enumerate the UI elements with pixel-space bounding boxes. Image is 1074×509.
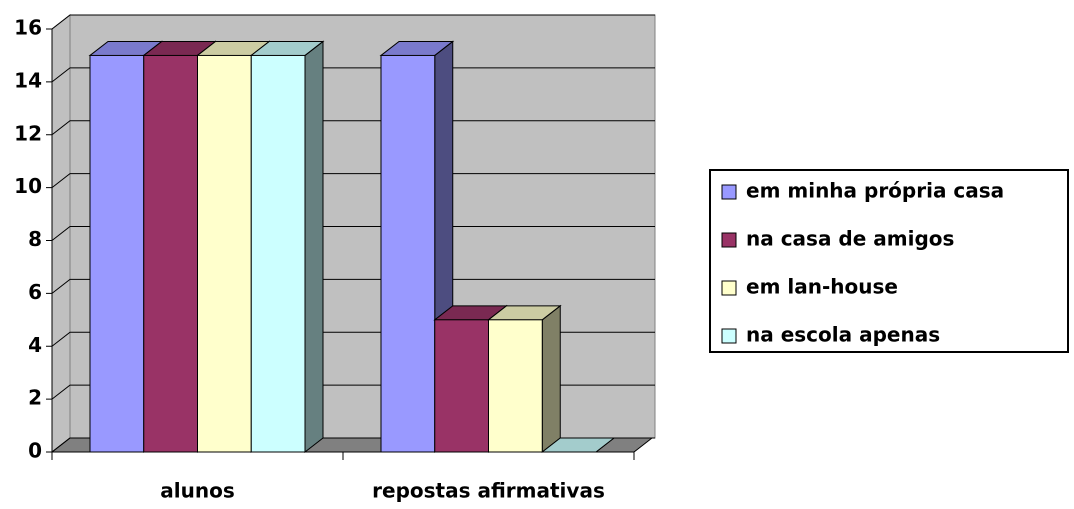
x-tick-label: alunos [160, 479, 234, 503]
legend-swatch [721, 280, 737, 296]
grid-line [51, 278, 655, 294]
y-tick-label: 16 [14, 16, 42, 40]
bar [143, 54, 198, 453]
legend-swatch [721, 184, 737, 200]
grid-line [51, 14, 655, 30]
y-tick-label: 12 [14, 121, 42, 145]
grid-line [51, 226, 655, 241]
legend-label: na escola apenas [746, 323, 940, 347]
legend-box [709, 169, 1069, 353]
legend-swatch [721, 232, 737, 248]
bar [250, 54, 306, 453]
y-tick-label: 0 [28, 439, 42, 463]
bar-side [541, 304, 561, 454]
grid-line [51, 67, 655, 83]
bar-side [304, 40, 324, 454]
x-tick-label: repostas afirmativas [372, 479, 605, 503]
grid-line [51, 173, 655, 189]
legend-label: em minha própria casa [746, 179, 1004, 203]
y-tick-label: 8 [28, 227, 42, 251]
y-tick-label: 10 [14, 174, 42, 198]
y-tick-label: 2 [28, 386, 42, 410]
bar [197, 54, 252, 453]
bar [434, 319, 489, 453]
bar [89, 54, 145, 453]
bar [488, 319, 543, 453]
y-tick-label: 14 [14, 68, 42, 92]
y-tick-label: 4 [28, 333, 42, 357]
grid-line [51, 120, 655, 136]
bar-top [540, 437, 616, 453]
legend-label: na casa de amigos [746, 227, 954, 251]
y-tick-label: 6 [28, 280, 42, 304]
legend-label: em lan-house [746, 275, 898, 299]
legend-swatch [721, 328, 737, 344]
bar [380, 54, 436, 453]
